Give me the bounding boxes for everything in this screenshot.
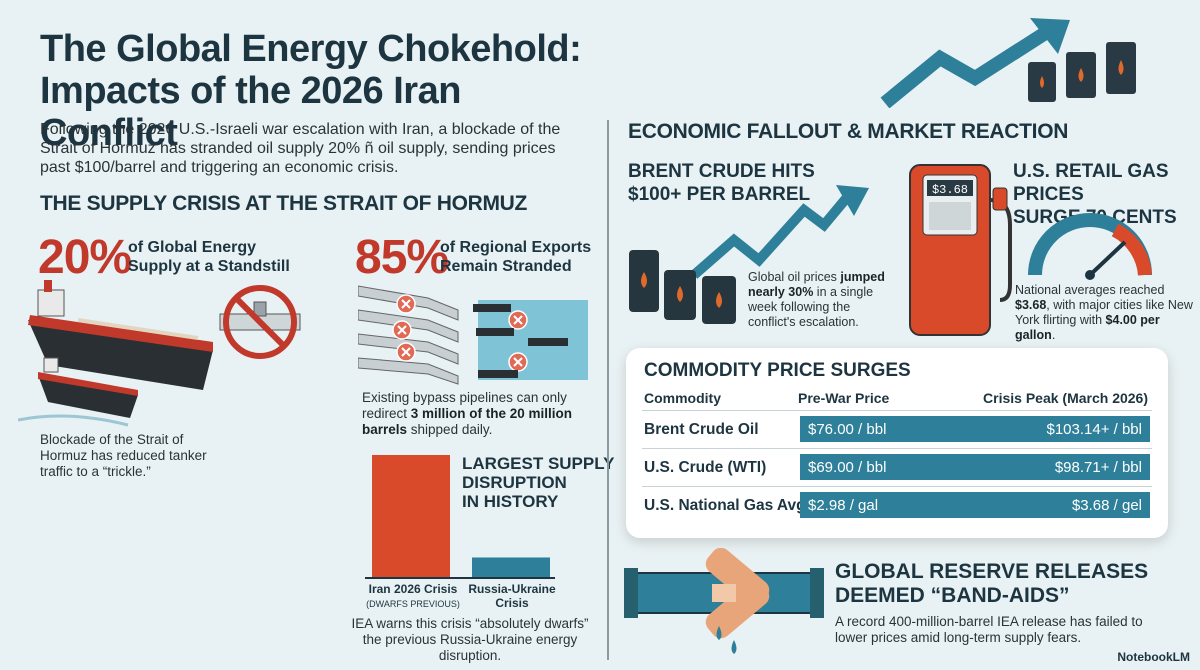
stat-20-label-line2: Supply at a Standstill [128, 258, 290, 275]
iea-caption: IEA warns this crisis “absolutely dwarfs… [351, 616, 589, 663]
row-brent-peak: $103.14+ / bbl [1046, 421, 1142, 438]
brent-price-arrow-icon [629, 185, 869, 324]
pipeline-caption-bold: 3 million of the 20 million barrels [362, 406, 573, 437]
gauge-icon [1028, 213, 1152, 280]
row-brent-bar: $76.00 / bbl $103.14+ / bbl [800, 416, 1150, 442]
blocked-pipelines-icon [358, 285, 588, 385]
title-line-1: The Global Energy Chokehold: [40, 28, 582, 70]
pipeline-caption-text: Existing bypass pipelines can only redir… [362, 390, 567, 421]
bar-iran-sublabel: (DWARFS PREVIOUS) [366, 599, 460, 609]
gas-caption-text: National averages reached [1015, 283, 1165, 297]
supply-crisis-heading: THE SUPPLY CRISIS AT THE STRAIT OF HORMU… [40, 192, 528, 215]
table-divider [642, 448, 1152, 449]
bar-russia-label: Russia-Ukraine Crisis [462, 582, 562, 610]
disruption-bar-chart [365, 455, 555, 579]
trend-arrow-icon [880, 18, 1136, 108]
row-brent-prewar: $76.00 / bbl [808, 421, 887, 438]
gas-caption-bold2: $4.00 per gallon [1015, 313, 1160, 342]
stat-20-label-line1: of Global Energy [128, 239, 257, 256]
row-brent-label: Brent Crude Oil [644, 421, 759, 438]
col-peak-header: Crisis Peak (March 2026) [983, 390, 1148, 406]
blocked-pipeline-icon [219, 285, 301, 359]
pump-display-text: $3.68 [932, 183, 968, 197]
oil-barrels-top-icon [1028, 42, 1136, 102]
bar-russia-ukraine [472, 557, 550, 577]
bandaged-pipe-icon [624, 548, 824, 654]
row-wti-bar: $69.00 / bbl $98.71+ / bbl [800, 454, 1150, 480]
bar-iran-2026 [372, 455, 450, 577]
brent-caption: Global oil prices jumped nearly 30% in a… [748, 270, 888, 330]
stat-85-label-line2: Remain Stranded [440, 258, 572, 275]
bar-iran-label: Iran 2026 Crisis (DWARFS PREVIOUS) [358, 582, 468, 611]
commodity-table-title: COMMODITY PRICE SURGES [644, 360, 911, 381]
page-title: The Global Energy Chokehold: Impacts of … [40, 28, 600, 154]
table-divider [642, 410, 1152, 411]
brent-title-line2: $100+ PER BARREL [628, 184, 811, 205]
stat-85-percent: 85% [355, 231, 449, 284]
stat-20-percent: 20% [38, 231, 132, 284]
row-wti-prewar: $69.00 / bbl [808, 459, 887, 476]
reserve-title-line2: DEEMED “BAND-AIDS” [835, 584, 1070, 607]
gas-caption-mid: , with major cities like New York flirti… [1015, 298, 1193, 327]
stat-85-label: of Regional Exports Remain Stranded [440, 238, 591, 276]
row-gas-prewar: $2.98 / gal [808, 497, 879, 514]
table-divider [642, 486, 1152, 487]
row-gas-label: U.S. National Gas Avg [644, 497, 806, 514]
row-gas-bar: $2.98 / gal $3.68 / gel [800, 492, 1150, 518]
brand-label: NotebookLM [1117, 650, 1190, 664]
pipeline-caption: Existing bypass pipelines can only redir… [362, 390, 577, 438]
row-wti-label: U.S. Crude (WTI) [644, 459, 767, 476]
row-gas-peak: $3.68 / gel [1071, 497, 1142, 514]
brent-caption-text: Global oil prices [748, 270, 841, 284]
gas-title-line1: U.S. RETAIL GAS PRICES [1013, 161, 1169, 205]
section-divider [607, 120, 609, 660]
stat-20-label: of Global Energy Supply at a Standstill [128, 238, 290, 276]
disruption-title-line1: LARGEST SUPPLY [462, 454, 615, 473]
brent-caption-end: in a single week following the conflict'… [748, 285, 874, 329]
bar-iran-label-text: Iran 2026 Crisis [368, 582, 458, 596]
brent-title: BRENT CRUDE HITS $100+ PER BARREL [628, 160, 815, 206]
commodity-table-card: COMMODITY PRICE SURGES Commodity Pre-War… [626, 348, 1168, 538]
col-prewar-header: Pre-War Price [798, 390, 890, 406]
reserve-caption: A record 400-million-barrel IEA release … [835, 614, 1143, 645]
economic-fallout-heading: ECONOMIC FALLOUT & MARKET REACTION [628, 120, 1069, 143]
stat-85-label-line1: of Regional Exports [440, 239, 592, 256]
gas-caption-bold1: $3.68 [1015, 298, 1047, 312]
reserve-title-line1: GLOBAL RESERVE RELEASES [835, 560, 1149, 583]
pipeline-caption-end: shipped daily. [407, 422, 493, 437]
col-commodity-header: Commodity [644, 390, 721, 406]
gas-caption: National averages reached $3.68, with ma… [1015, 283, 1195, 343]
bar-russia-label-l1: Russia-Ukraine [468, 582, 556, 596]
intro-paragraph: Following the 2026 U.S.-Israeli war esca… [40, 121, 561, 176]
oil-barrel-icon [629, 250, 736, 324]
disruption-chart-title: LARGEST SUPPLY DISRUPTION IN HISTORY [462, 454, 614, 511]
disruption-title-line3: IN HISTORY [462, 492, 559, 511]
gas-caption-end: . [1051, 328, 1056, 342]
disruption-title-line2: DISRUPTION [462, 473, 567, 492]
brent-caption-bold: jumped nearly 30% [748, 270, 885, 299]
title-line-2: Impacts of the 2026 Iran Conflict [40, 70, 461, 154]
bar-russia-label-l2: Crisis [495, 596, 529, 610]
row-wti-peak: $98.71+ / bbl [1054, 459, 1142, 476]
gas-pump-icon: $3.68 [909, 164, 1012, 336]
tanker-ship-icon [18, 280, 213, 427]
reserve-title: GLOBAL RESERVE RELEASES DEEMED “BAND-AID… [835, 560, 1148, 608]
brent-title-line1: BRENT CRUDE HITS [628, 161, 815, 182]
tanker-caption: Blockade of the Strait of Hormuz has red… [40, 432, 207, 479]
